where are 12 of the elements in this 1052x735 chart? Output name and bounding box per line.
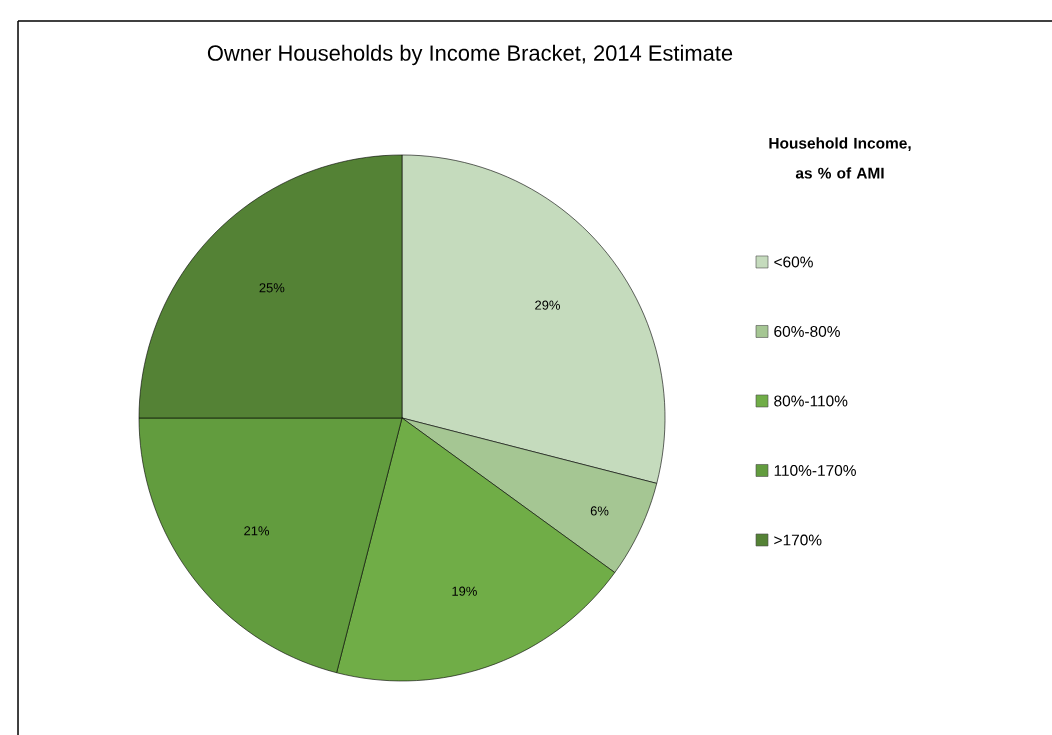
legend-title: Household Income, as % of AMI <box>769 137 911 179</box>
legend-label: >170% <box>774 534 822 546</box>
data-label: 25% <box>259 283 285 293</box>
legend-label: 110%-170% <box>774 465 856 476</box>
data-label: 6% <box>590 506 609 516</box>
data-label: 19% <box>452 586 477 596</box>
legend-label: 60%-80% <box>774 326 840 337</box>
data-label: 21% <box>244 526 270 536</box>
chart-title: Owner Households by Income Bracket, 2014 Estimate <box>207 44 733 66</box>
legend-label: <60% <box>774 256 813 268</box>
legend-label: 80%-110% <box>774 395 848 407</box>
data-label: 29% <box>535 300 560 310</box>
